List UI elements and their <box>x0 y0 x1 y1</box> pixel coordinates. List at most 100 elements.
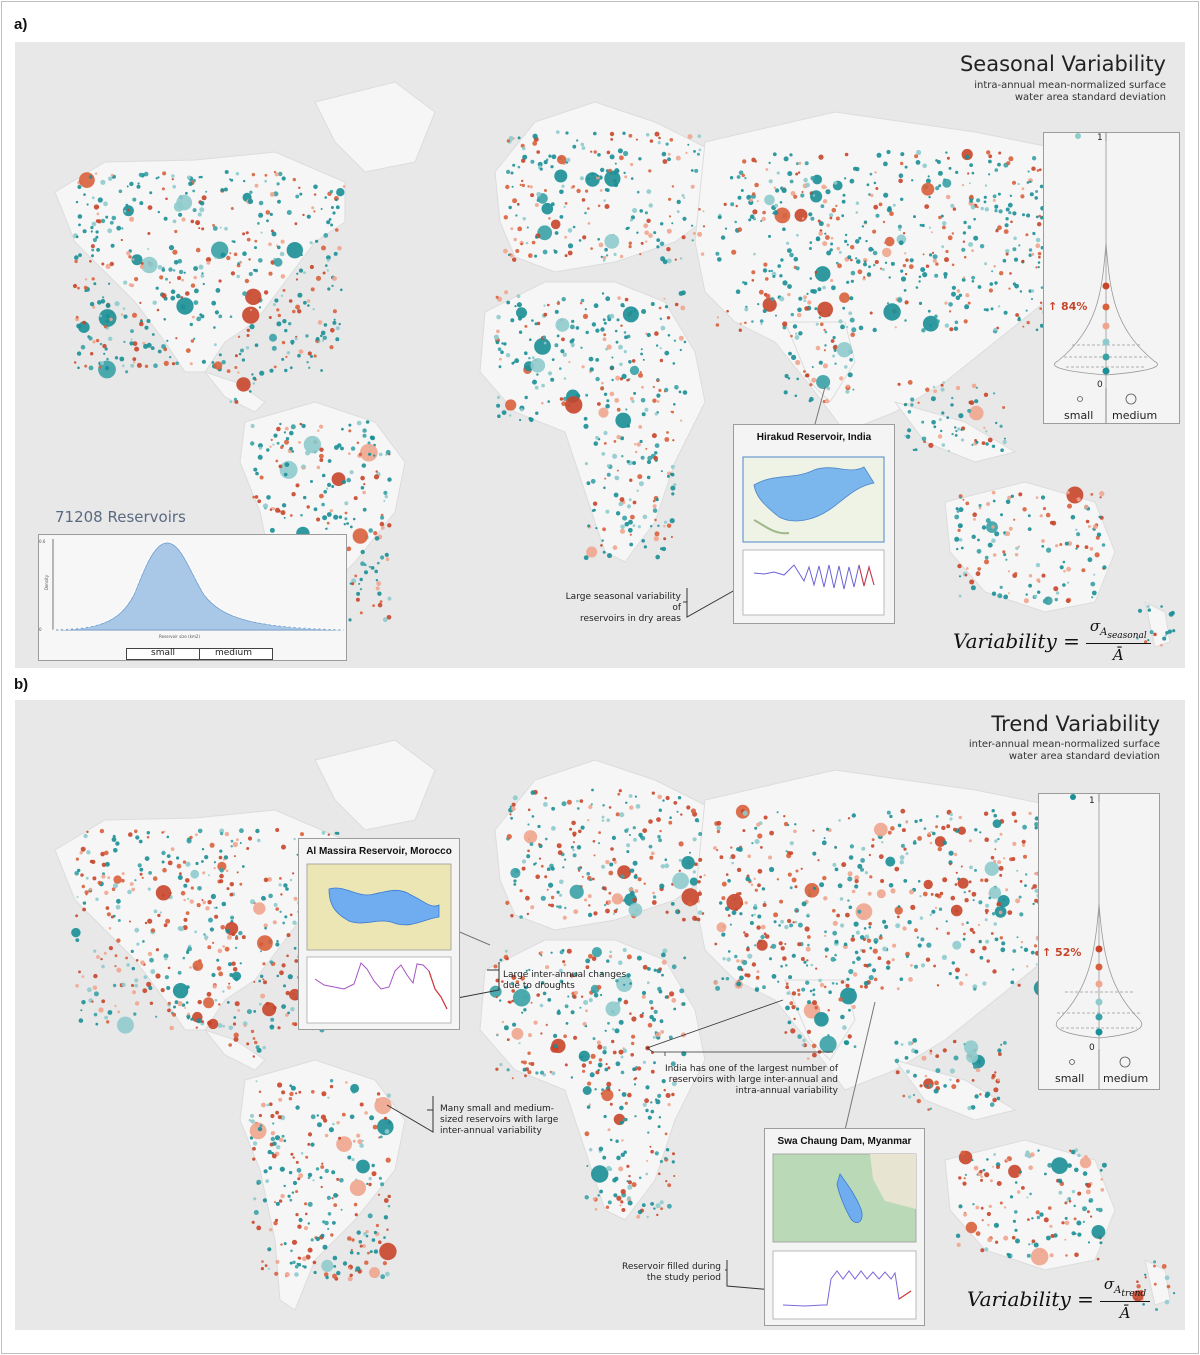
reservoir-dot <box>763 815 768 820</box>
reservoir-dot <box>218 971 224 977</box>
reservoir-dot <box>1026 1196 1029 1199</box>
reservoir-dot <box>1021 187 1025 191</box>
reservoir-dot <box>544 796 547 800</box>
reservoir-dot <box>760 220 763 222</box>
reservoir-dot <box>377 591 382 596</box>
reservoir-dot <box>794 394 798 398</box>
reservoir-dot <box>581 1063 587 1068</box>
reservoir-dot <box>551 154 557 160</box>
reservoir-dot <box>779 296 785 302</box>
reservoir-dot <box>830 242 834 246</box>
reservoir-dot <box>644 407 649 412</box>
reservoir-dot <box>919 818 923 822</box>
reservoir-dot <box>660 1207 663 1211</box>
reservoir-dot <box>984 184 988 187</box>
reservoir-dot <box>564 254 568 258</box>
reservoir-dot <box>610 138 614 141</box>
reservoir-dot <box>128 255 132 259</box>
reservoir-dot <box>284 915 288 919</box>
reservoir-dot <box>697 891 702 896</box>
trend-variability-map[interactable]: Trend Variability inter-annual mean-norm… <box>15 700 1185 1330</box>
reservoir-dot <box>1003 1235 1009 1241</box>
reservoir-dot <box>498 365 502 369</box>
reservoir-dot <box>607 553 612 559</box>
reservoir-dot <box>1014 1228 1018 1232</box>
reservoir-dot <box>319 1176 323 1180</box>
reservoir-dot <box>520 242 523 246</box>
reservoir-dot <box>579 302 583 305</box>
reservoir-dot <box>611 1027 615 1031</box>
reservoir-dot <box>940 387 945 392</box>
reservoir-dot <box>118 189 123 194</box>
reservoir-dot <box>132 341 138 346</box>
reservoir-dot <box>1096 1257 1100 1261</box>
reservoir-dot <box>291 492 296 497</box>
reservoir-dot <box>379 600 383 603</box>
reservoir-dot <box>668 820 673 825</box>
reservoir-dot <box>1087 1210 1090 1214</box>
reservoir-dot <box>272 443 275 446</box>
al-massira-title: Al Massira Reservoir, Morocco <box>306 846 452 857</box>
seasonal-variability-map[interactable]: Seasonal Variability intra-annual mean-n… <box>15 42 1185 668</box>
reservoir-dot <box>298 268 304 273</box>
reservoir-dot <box>1059 565 1064 570</box>
reservoir-dot <box>226 985 232 990</box>
reservoir-dot <box>747 854 751 858</box>
reservoir-dot <box>530 905 535 910</box>
reservoir-dot <box>292 1180 298 1186</box>
reservoir-dot <box>665 795 670 801</box>
reservoir-dot <box>726 309 729 313</box>
reservoir-dot <box>809 396 814 402</box>
reservoir-dot <box>1026 181 1030 184</box>
reservoir-dot <box>260 993 266 999</box>
reservoir-dot <box>155 885 172 901</box>
reservoir-dot <box>527 849 530 853</box>
reservoir-dot <box>868 926 872 929</box>
reservoir-dot <box>185 1001 189 1004</box>
reservoir-dot <box>824 934 827 937</box>
reservoir-dot <box>609 131 615 137</box>
reservoir-dot <box>1051 1157 1068 1174</box>
reservoir-dot <box>588 1060 592 1065</box>
reservoir-dot <box>529 842 534 847</box>
reservoir-dot <box>330 223 334 227</box>
reservoir-dot <box>75 984 79 988</box>
reservoir-dot <box>957 528 961 532</box>
reservoir-dot <box>829 213 834 218</box>
reservoir-dot <box>609 391 615 397</box>
reservoir-dot <box>331 1197 334 1200</box>
reservoir-dot <box>195 833 198 837</box>
reservoir-dot <box>332 320 337 325</box>
reservoir-dot <box>294 337 298 341</box>
reservoir-dot <box>273 433 278 438</box>
reservoir-dot <box>1027 514 1031 518</box>
reservoir-dot <box>555 318 570 332</box>
reservoir-dot <box>140 960 145 966</box>
reservoir-dot <box>961 148 973 161</box>
reservoir-dot <box>1008 211 1012 215</box>
reservoir-dot <box>84 890 89 895</box>
reservoir-dot <box>729 856 732 860</box>
india-annotation-line1: India has one of the largest number of <box>664 1064 838 1074</box>
reservoir-dot <box>863 927 867 930</box>
reservoir-dot <box>387 523 392 528</box>
reservoir-dot <box>923 1078 934 1089</box>
reservoir-dot <box>751 842 754 845</box>
reservoir-dot <box>660 1030 665 1034</box>
reservoir-dot <box>517 136 521 140</box>
map-b-subtitle-line1: inter-annual mean-normalized surface <box>968 739 1160 750</box>
reservoir-dot <box>681 235 686 240</box>
reservoir-dot <box>1037 1149 1040 1152</box>
reservoir-dot <box>823 328 826 332</box>
reservoir-dot <box>803 177 808 183</box>
reservoir-dot <box>130 329 134 333</box>
reservoir-dot <box>597 238 600 241</box>
reservoir-dot <box>716 922 727 933</box>
reservoir-dot <box>373 1249 379 1254</box>
reservoir-dot <box>530 1001 533 1004</box>
reservoir-dot <box>92 876 97 881</box>
reservoir-dot <box>542 991 547 996</box>
reservoir-dot <box>959 981 964 986</box>
reservoir-dot <box>609 313 615 319</box>
reservoir-dot <box>756 200 759 203</box>
